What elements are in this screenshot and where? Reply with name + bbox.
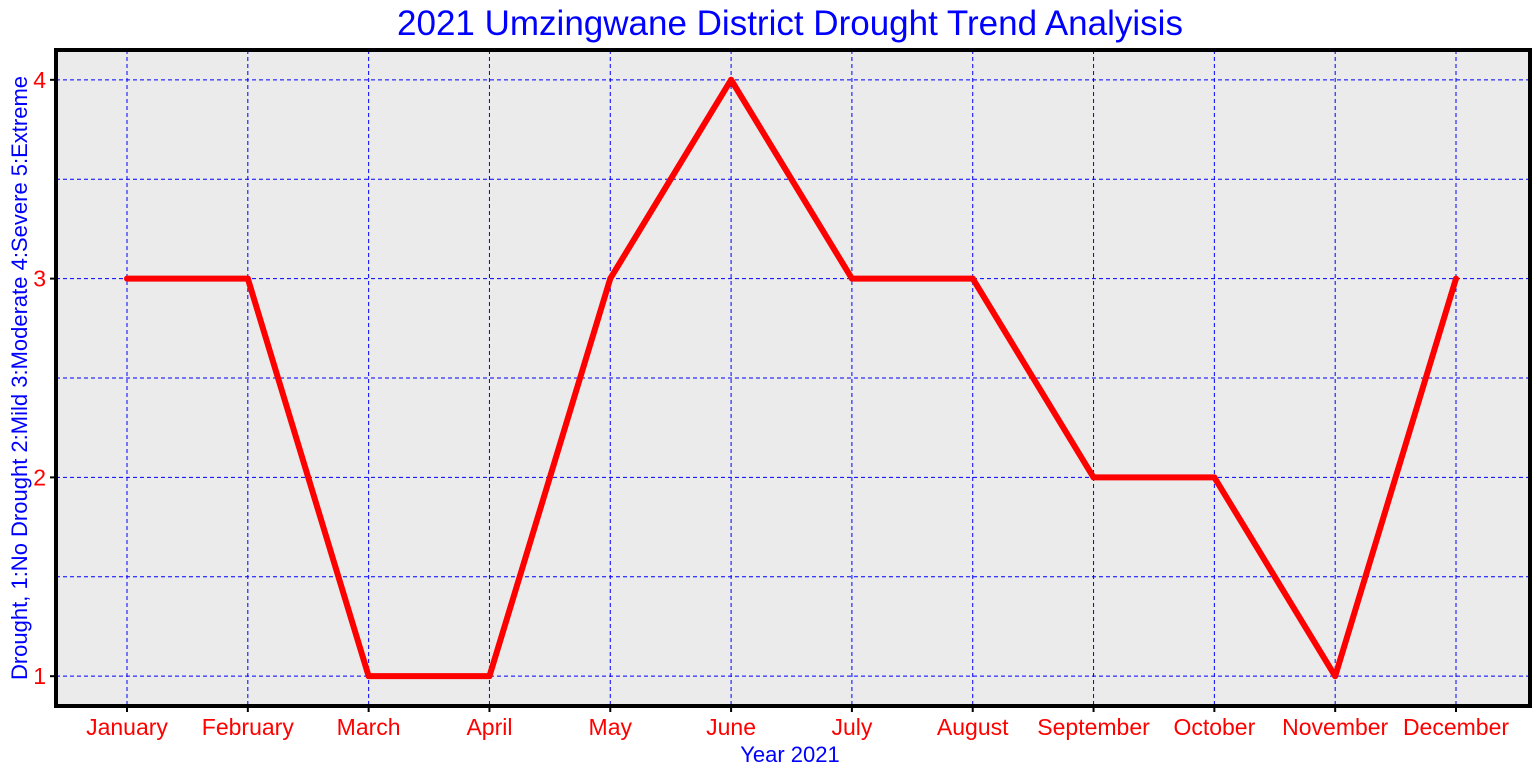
x-tick-label: October bbox=[1173, 714, 1255, 740]
data-point bbox=[969, 275, 976, 282]
x-tick-labels: January February March April May June July Augu… bbox=[86, 706, 1509, 740]
x-tick-label: November bbox=[1282, 714, 1388, 740]
data-point bbox=[1090, 474, 1097, 481]
series-line bbox=[127, 76, 1459, 680]
x-tick-label: April bbox=[466, 714, 512, 740]
y-tick-label: 4 bbox=[33, 67, 46, 93]
y-tick-label: 2 bbox=[33, 464, 46, 490]
data-point bbox=[848, 275, 855, 282]
series-layer bbox=[124, 76, 1459, 680]
x-tick-label: July bbox=[831, 714, 872, 740]
x-tick-label: August bbox=[937, 714, 1009, 740]
x-tick-label: December bbox=[1403, 714, 1509, 740]
y-axis-label: Drought, 1:No Drought 2:Mild 3:Moderate … bbox=[7, 76, 32, 680]
x-tick-label: February bbox=[202, 714, 295, 740]
y-tick-labels: 1 2 3 4 bbox=[33, 67, 56, 689]
data-point bbox=[486, 673, 493, 680]
y-tick-label: 3 bbox=[33, 266, 46, 292]
data-point bbox=[244, 275, 251, 282]
plot-frame bbox=[54, 48, 1532, 708]
y-tick-label: 1 bbox=[33, 663, 46, 689]
chart-title: 2021 Umzingwane District Drought Trend A… bbox=[397, 4, 1183, 43]
x-tick-label: January bbox=[86, 714, 168, 740]
data-point bbox=[1332, 673, 1339, 680]
data-point bbox=[1453, 275, 1459, 282]
data-point bbox=[607, 275, 614, 282]
data-point bbox=[124, 275, 130, 282]
x-tick-label: March bbox=[337, 714, 401, 740]
data-point bbox=[365, 673, 372, 680]
x-axis-label: Year 2021 bbox=[740, 742, 840, 767]
data-point bbox=[728, 76, 735, 83]
x-tick-label: June bbox=[706, 714, 756, 740]
x-tick-label: May bbox=[589, 714, 633, 740]
x-tick-label: September bbox=[1037, 714, 1150, 740]
data-point bbox=[1211, 474, 1218, 481]
